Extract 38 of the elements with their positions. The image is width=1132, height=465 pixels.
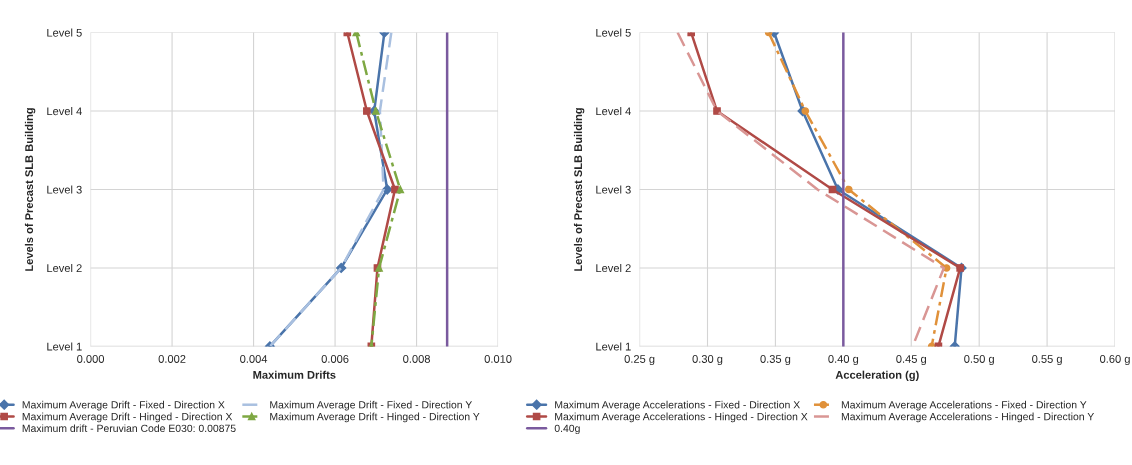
legend-label: Maximum Average Accelerations - Hinged - Direction Y [841,412,1095,423]
x-tick-label: 0.35 g [760,355,791,366]
x-tick-label: 0.55 g [1032,355,1062,366]
y-tick-label: Level 2 [47,263,82,273]
y-tick-label: Level 4 [47,106,82,116]
legend-label: 0.40g [554,424,580,435]
x-tick-label: 0.010 [484,355,512,363]
y-tick-label: Level 2 [596,263,631,273]
x-tick-label: 0.60 g [1100,355,1130,366]
x-tick-label: 0.006 [321,355,349,363]
x-tick-label: 0.40 g [828,355,859,366]
y-tick-label: Level 5 [47,28,82,37]
y-axis-title: Levels of Precast SLB Building [573,108,585,271]
legend-label: Maximum Average Drift - Hinged - Direction Y [270,412,480,423]
x-axis-title: Acceleration (g) [835,370,919,382]
legend-label: Maximum Average Drift - Fixed - Direction X [22,400,225,411]
y-axis-title: Levels of Precast SLB Building [24,108,36,271]
x-tick-label: 0.002 [158,355,186,363]
y-tick-label: Level 1 [47,342,82,351]
x-tick-label: 0.000 [77,355,105,363]
x-tick-label: 0.25 g [624,355,655,366]
legend-label: Maximum drift - Peruvian Code E030: 0.00875 [22,424,236,433]
y-tick-label: Level 1 [596,342,631,351]
x-tick-label: 0.50 g [964,355,994,366]
x-tick-label: 0.008 [403,355,430,363]
x-axis-title: Maximum Drifts [253,370,336,379]
y-tick-label: Level 4 [596,106,631,116]
x-tick-label: 0.30 g [692,355,723,366]
y-tick-label: Level 5 [596,28,631,37]
legend-label: Maximum Average Accelerations - Fixed - Direction X [555,400,800,411]
legend-label: Maximum Average Drift - Hinged - Direction X [22,412,233,423]
y-tick-label: Level 3 [596,185,631,194]
legend-label: Maximum Average Drift - Fixed - Direction Y [270,400,472,411]
legend-label: Maximum Average Accelerations - Fixed - Direction Y [841,400,1087,411]
x-tick-label: 0.004 [240,355,268,363]
x-tick-label: 0.45 g [896,355,926,366]
legend-label: Maximum Average Accelerations - Hinged - Direction X [555,412,808,423]
y-tick-label: Level 3 [47,185,82,194]
